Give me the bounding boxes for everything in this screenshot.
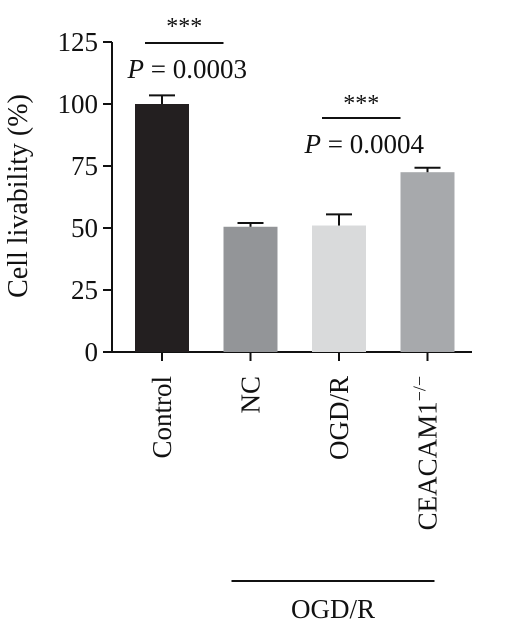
y-tick-label: 50 <box>71 213 98 243</box>
annotations: *** P = 0.0003 *** P = 0.0004 OGD/R <box>127 14 435 624</box>
bar <box>312 225 366 352</box>
significance-stars: *** <box>343 91 379 117</box>
group-bracket-label: OGD/R <box>291 594 375 624</box>
p-value-label: P = 0.0003 <box>127 54 247 84</box>
y-tick-label: 100 <box>58 89 99 119</box>
significance-stars: *** <box>166 14 202 40</box>
x-tick-label: CEACAM1−/− <box>410 376 443 530</box>
y-tick-label: 125 <box>58 27 99 57</box>
bar <box>135 104 189 352</box>
x-axis-labels: Control NC OGD/R CEACAM1−/− <box>147 376 443 530</box>
x-tick-label: OGD/R <box>324 376 354 460</box>
bar <box>223 226 278 352</box>
y-tick-label: 0 <box>85 337 99 367</box>
bar <box>400 172 455 352</box>
p-value-label: P = 0.0004 <box>304 129 425 159</box>
bars <box>135 94 455 352</box>
y-axis-title: Cell livability (%) <box>3 94 34 298</box>
y-tick-label: 75 <box>71 151 98 181</box>
x-tick-label: Control <box>147 376 177 459</box>
y-tick-label: 25 <box>71 275 98 305</box>
x-tick-label: NC <box>236 376 266 414</box>
